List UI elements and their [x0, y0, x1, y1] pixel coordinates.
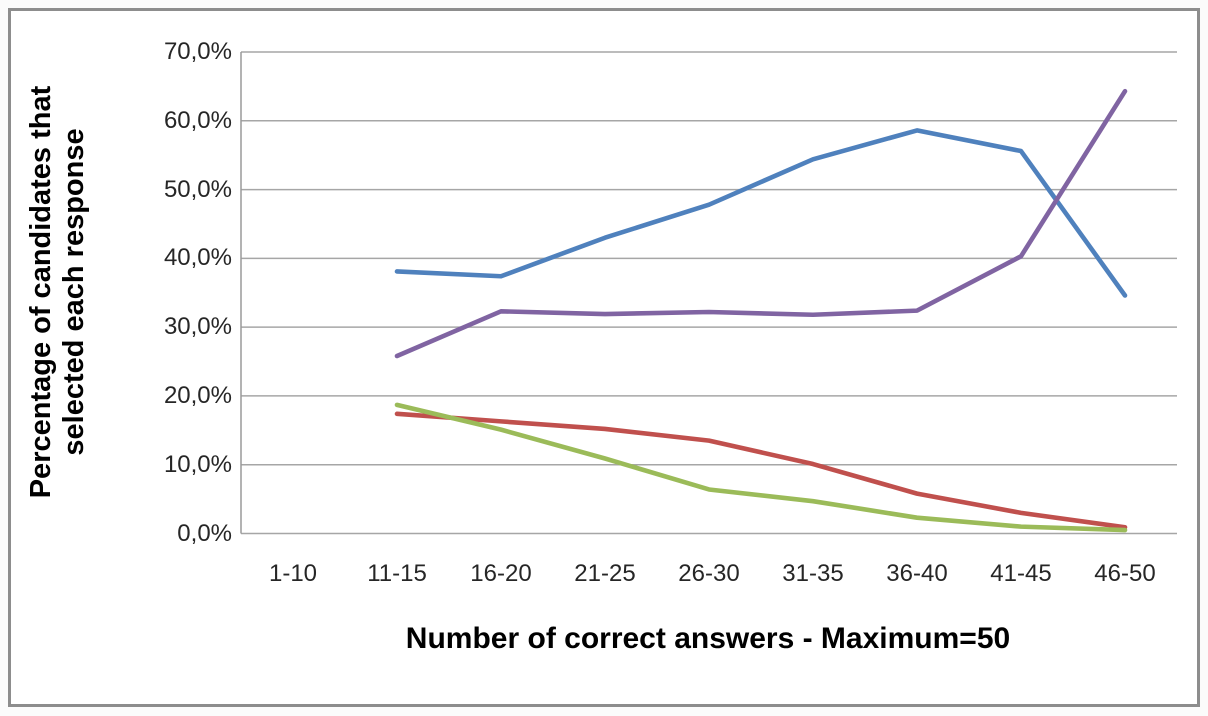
y-tick-label: 40,0% [163, 244, 232, 272]
series-line-purple [394, 88, 1128, 359]
y-tick-label: 70,0% [163, 38, 232, 65]
y-tick-label: 50,0% [163, 175, 232, 203]
y-axis-title-line1: Percentage of candidates that [25, 85, 57, 499]
x-tick-label: 21-25 [574, 560, 636, 587]
y-tick-label: 60,0% [163, 106, 232, 134]
y-tick-label: 10,0% [163, 450, 232, 478]
x-tick-label: 11-15 [367, 560, 427, 587]
x-axis-title: Number of correct answers - Maximum=50 [405, 622, 1011, 655]
series-line-green [394, 402, 1128, 533]
x-tick-label: 1-10 [268, 560, 318, 587]
y-tick-label: 30,0% [163, 313, 232, 341]
y-tick-label: 20,0% [163, 381, 232, 409]
figure-border [8, 8, 1200, 707]
x-tick-label: 46-50 [1094, 560, 1156, 587]
x-tick-label: 16-20 [470, 560, 532, 587]
x-tick-label: 36-40 [886, 560, 948, 587]
y-axis-title: Percentage of candidates that selected e… [25, 86, 91, 499]
y-axis-title-line2: selected each response [58, 128, 90, 456]
x-tick-label: 41-45 [990, 560, 1052, 587]
y-tick-label: 0,0% [177, 519, 232, 547]
x-tick-label: 26-30 [678, 560, 740, 587]
series-line-red [394, 411, 1128, 530]
series-line-blue [394, 128, 1128, 298]
x-tick-label: 31-35 [782, 560, 844, 587]
